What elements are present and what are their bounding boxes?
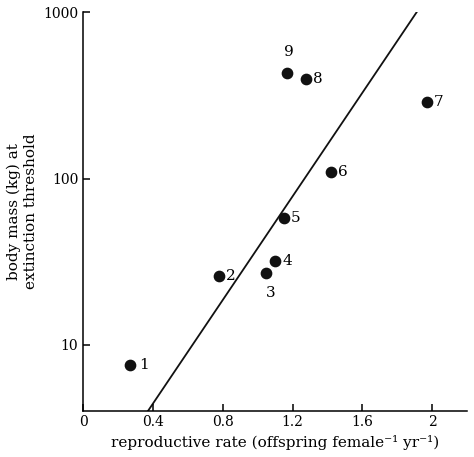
Point xyxy=(283,69,291,77)
Point xyxy=(263,269,270,276)
Point xyxy=(280,214,288,222)
Y-axis label: body mass (kg) at
extinction threshold: body mass (kg) at extinction threshold xyxy=(7,134,37,289)
Text: 9: 9 xyxy=(284,45,293,58)
Point xyxy=(423,98,431,106)
Text: 6: 6 xyxy=(338,165,347,179)
Text: 3: 3 xyxy=(266,286,276,300)
Point xyxy=(127,361,134,369)
Point xyxy=(327,168,335,175)
Text: 2: 2 xyxy=(226,269,236,282)
Point xyxy=(271,257,279,264)
Text: 5: 5 xyxy=(291,211,301,225)
Text: 1: 1 xyxy=(139,358,149,372)
Text: 8: 8 xyxy=(313,72,323,85)
Text: 4: 4 xyxy=(282,254,292,268)
Text: 7: 7 xyxy=(434,95,444,109)
X-axis label: reproductive rate (offspring female⁻¹ yr⁻¹): reproductive rate (offspring female⁻¹ yr… xyxy=(111,435,439,450)
Point xyxy=(215,272,223,279)
Point xyxy=(303,75,310,82)
